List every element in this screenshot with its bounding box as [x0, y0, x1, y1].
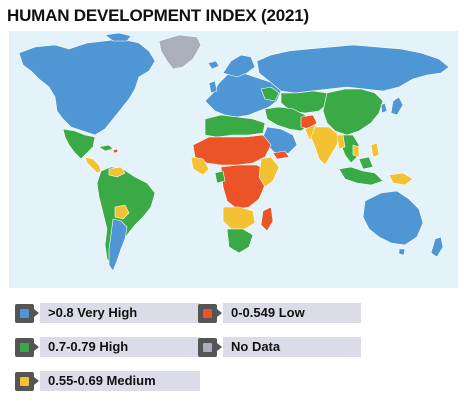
region-central-america: [84, 156, 102, 174]
world-map-svg: [9, 31, 458, 288]
legend-label-high: 0.7-0.79 High: [40, 337, 200, 357]
legend-item-medium: 0.55-0.69 Medium: [15, 371, 200, 391]
region-japan: [390, 96, 404, 116]
world-map: [9, 31, 458, 288]
region-east-africa: [258, 156, 280, 188]
region-philippines: [370, 142, 380, 158]
legend-label-medium: 0.55-0.69 Medium: [40, 371, 200, 391]
legend-swatch-medium-icon: [15, 371, 39, 391]
region-bolivia: [114, 204, 130, 220]
region-uk: [208, 80, 218, 94]
legend-label-very-high: >0.8 Very High: [40, 303, 200, 323]
region-madagascar: [260, 206, 274, 232]
region-indonesia: [338, 166, 384, 186]
region-india: [310, 126, 340, 166]
region-north-america: [18, 38, 156, 136]
region-chile-argentina: [108, 218, 128, 272]
legend-swatch-very-high-icon: [15, 303, 39, 323]
region-myanmar: [336, 134, 346, 150]
legend-item-low: 0-0.549 Low: [198, 303, 361, 323]
region-venezuela: [108, 166, 126, 178]
region-arctic-islands: [104, 32, 132, 42]
region-southern-africa: [226, 228, 254, 254]
legend-item-no-data: No Data: [198, 337, 361, 357]
map-title: HUMAN DEVELOPMENT INDEX (2021): [7, 6, 309, 25]
legend-swatch-no-data-icon: [198, 337, 222, 357]
region-gabon: [214, 170, 226, 184]
region-sahel: [192, 134, 272, 166]
region-haiti: [112, 148, 119, 154]
legend-item-high: 0.7-0.79 High: [15, 337, 200, 357]
region-yemen: [272, 150, 290, 160]
region-west-africa-coast: [190, 156, 210, 176]
region-angola-zambia: [222, 206, 256, 230]
legend-swatch-low-icon: [198, 303, 222, 323]
region-eastern-europe: [260, 86, 280, 102]
region-laos-cambodia: [352, 144, 360, 158]
legend-item-very-high: >0.8 Very High: [15, 303, 200, 323]
region-china: [322, 88, 384, 136]
region-mexico: [62, 128, 96, 160]
region-caribbean: [98, 144, 114, 152]
region-scandinavia: [222, 54, 256, 78]
region-australia: [362, 190, 424, 246]
region-iceland: [207, 60, 220, 70]
region-new-zealand: [430, 236, 444, 258]
region-north-africa: [204, 114, 266, 138]
region-papua: [388, 172, 414, 186]
region-tasmania: [398, 248, 406, 256]
region-korea: [380, 102, 388, 114]
legend-swatch-high-icon: [15, 337, 39, 357]
legend-label-no-data: No Data: [223, 337, 361, 357]
region-central-africa: [220, 164, 268, 210]
legend-label-low: 0-0.549 Low: [223, 303, 361, 323]
region-greenland: [158, 34, 202, 70]
region-borneo: [358, 156, 374, 170]
